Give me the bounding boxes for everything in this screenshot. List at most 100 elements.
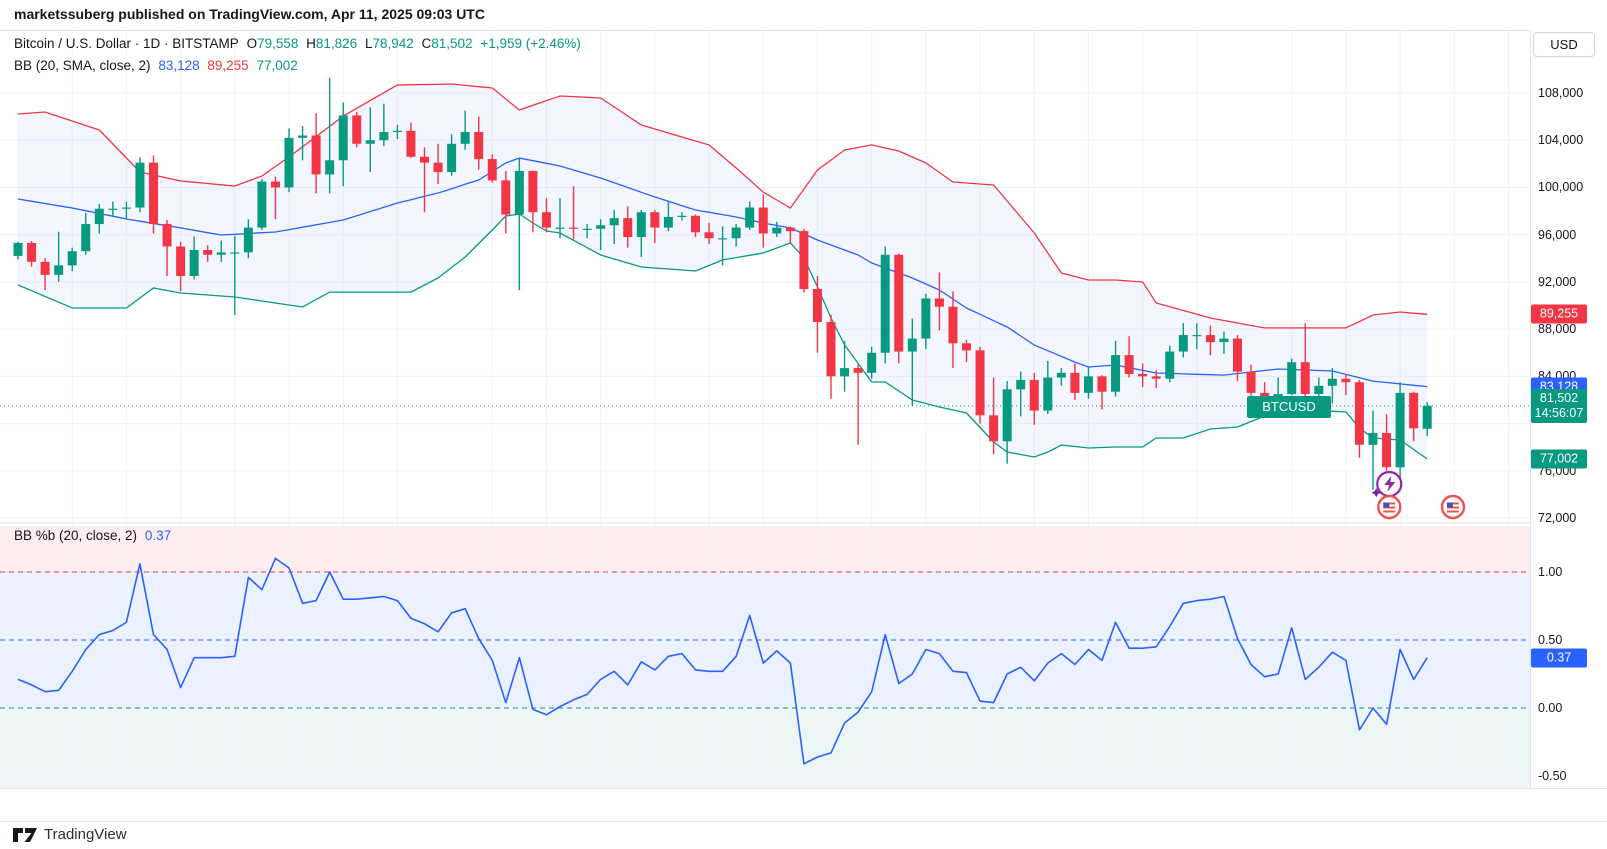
candle-body <box>541 212 551 228</box>
candle-body <box>1002 389 1012 442</box>
high-label: H <box>306 36 316 51</box>
candle-body <box>1219 338 1229 343</box>
currency-toggle-button[interactable]: USD <box>1533 32 1595 57</box>
candle-body <box>135 162 145 208</box>
candle-body <box>758 207 768 234</box>
price-tag: 81,502 14:56:07 <box>1531 388 1587 423</box>
pctb-tick-label: 1.00 <box>1538 565 1563 579</box>
price-tick-label: 100,000 <box>1538 180 1584 195</box>
candle-body <box>1124 355 1134 374</box>
candle-body <box>94 208 104 225</box>
candle-body <box>298 135 308 138</box>
candle-body <box>650 212 660 228</box>
pctb-line <box>17 557 1428 765</box>
candle-body <box>948 306 958 344</box>
candle-body <box>420 156 429 163</box>
candle-body <box>13 242 23 256</box>
candle-body <box>1111 355 1121 392</box>
bb-indicator-legend[interactable]: BB (20, SMA, close, 2) 83,128 89,255 77,… <box>14 58 302 73</box>
price-tick-label: 96,000 <box>1538 227 1577 242</box>
candle-body <box>853 368 863 373</box>
candle-body <box>962 343 971 351</box>
candle-body <box>270 181 280 188</box>
candle-body <box>121 207 131 209</box>
candle-body <box>474 131 484 160</box>
us-economic-event-icon[interactable] <box>1377 494 1402 520</box>
candle-body <box>582 228 592 230</box>
candle-body <box>1165 351 1175 379</box>
time-axis[interactable] <box>0 788 1607 822</box>
pctb-label: BB %b (20, close, 2) <box>14 528 138 543</box>
candle-body <box>745 207 755 228</box>
symbol-legend[interactable]: Bitcoin / U.S. Dollar · 1D · BITSTAMP O 7… <box>14 36 585 51</box>
candle-body <box>1043 377 1053 411</box>
candle-body <box>1327 378 1337 386</box>
candle-body <box>487 159 497 181</box>
candle-body <box>338 115 348 161</box>
candle-body <box>1205 335 1215 343</box>
tradingview-logo-text: TradingView <box>44 826 127 843</box>
bb-basis-value: 83,128 <box>158 58 200 73</box>
candle-body <box>921 298 931 339</box>
candle-body <box>1233 338 1242 372</box>
close-value: 81,502 <box>431 36 473 51</box>
candle-body <box>907 338 917 352</box>
candle-body <box>636 212 646 238</box>
candle-body <box>284 137 294 188</box>
candle-body <box>1151 376 1161 379</box>
symbol-price-flag: BTCUSD <box>1247 396 1331 418</box>
candle-body <box>1056 372 1066 378</box>
attribution-text: marketssuberg published on TradingView.c… <box>14 6 485 22</box>
candle-body <box>1354 382 1364 445</box>
chart-top-border <box>0 30 1607 31</box>
tradingview-logo-link[interactable]: TradingView <box>12 826 127 843</box>
candle-body <box>460 131 470 144</box>
us-economic-event-icon[interactable] <box>1440 494 1466 520</box>
candle-body <box>54 265 64 275</box>
candle-body <box>1395 392 1405 468</box>
candle-body <box>772 227 782 234</box>
price-tag: 0.37 <box>1531 648 1587 668</box>
candle-body <box>379 131 389 141</box>
open-label: O <box>246 36 258 51</box>
candle-body <box>1029 379 1039 411</box>
candle-body <box>433 162 443 173</box>
candle-body <box>1192 335 1202 337</box>
candle-body <box>243 227 253 253</box>
candle-body <box>501 180 511 215</box>
candle-body <box>785 227 795 232</box>
candle-body <box>514 170 524 215</box>
candle-body <box>392 130 402 132</box>
high-value: 81,826 <box>315 36 358 51</box>
price-axis[interactable] <box>1530 30 1607 820</box>
symbol-title: Bitcoin / U.S. Dollar · 1D · BITSTAMP <box>14 36 239 51</box>
candle-body <box>257 181 267 228</box>
candle-body <box>203 250 213 255</box>
bb-label: BB (20, SMA, close, 2) <box>14 58 151 73</box>
candle-body <box>663 216 673 228</box>
candle-body <box>81 224 91 252</box>
candle-body <box>1409 392 1419 429</box>
price-tick-label: 88,000 <box>1538 322 1577 337</box>
pctb-tick-label: -0.50 <box>1538 769 1567 783</box>
candle-body <box>1287 362 1297 395</box>
candle-body <box>691 215 700 233</box>
price-tick-label: 108,000 <box>1538 86 1584 100</box>
candle-body <box>704 232 714 239</box>
pctb-indicator-legend[interactable]: BB %b (20, close, 2) 0.37 <box>14 528 175 543</box>
close-label: C <box>421 36 432 51</box>
candle-body <box>1178 335 1188 352</box>
candle-body <box>826 322 836 377</box>
low-value: 78,942 <box>372 36 414 51</box>
candle-body <box>1314 385 1324 395</box>
ai-spark-icon[interactable] <box>1371 470 1403 498</box>
candle-body <box>555 227 565 229</box>
candle-body <box>1083 376 1093 393</box>
candle-body <box>596 225 606 229</box>
bb-upper-value: 89,255 <box>207 58 249 73</box>
candle-body <box>623 218 633 238</box>
candle-body <box>989 415 999 442</box>
candle-body <box>406 130 416 157</box>
